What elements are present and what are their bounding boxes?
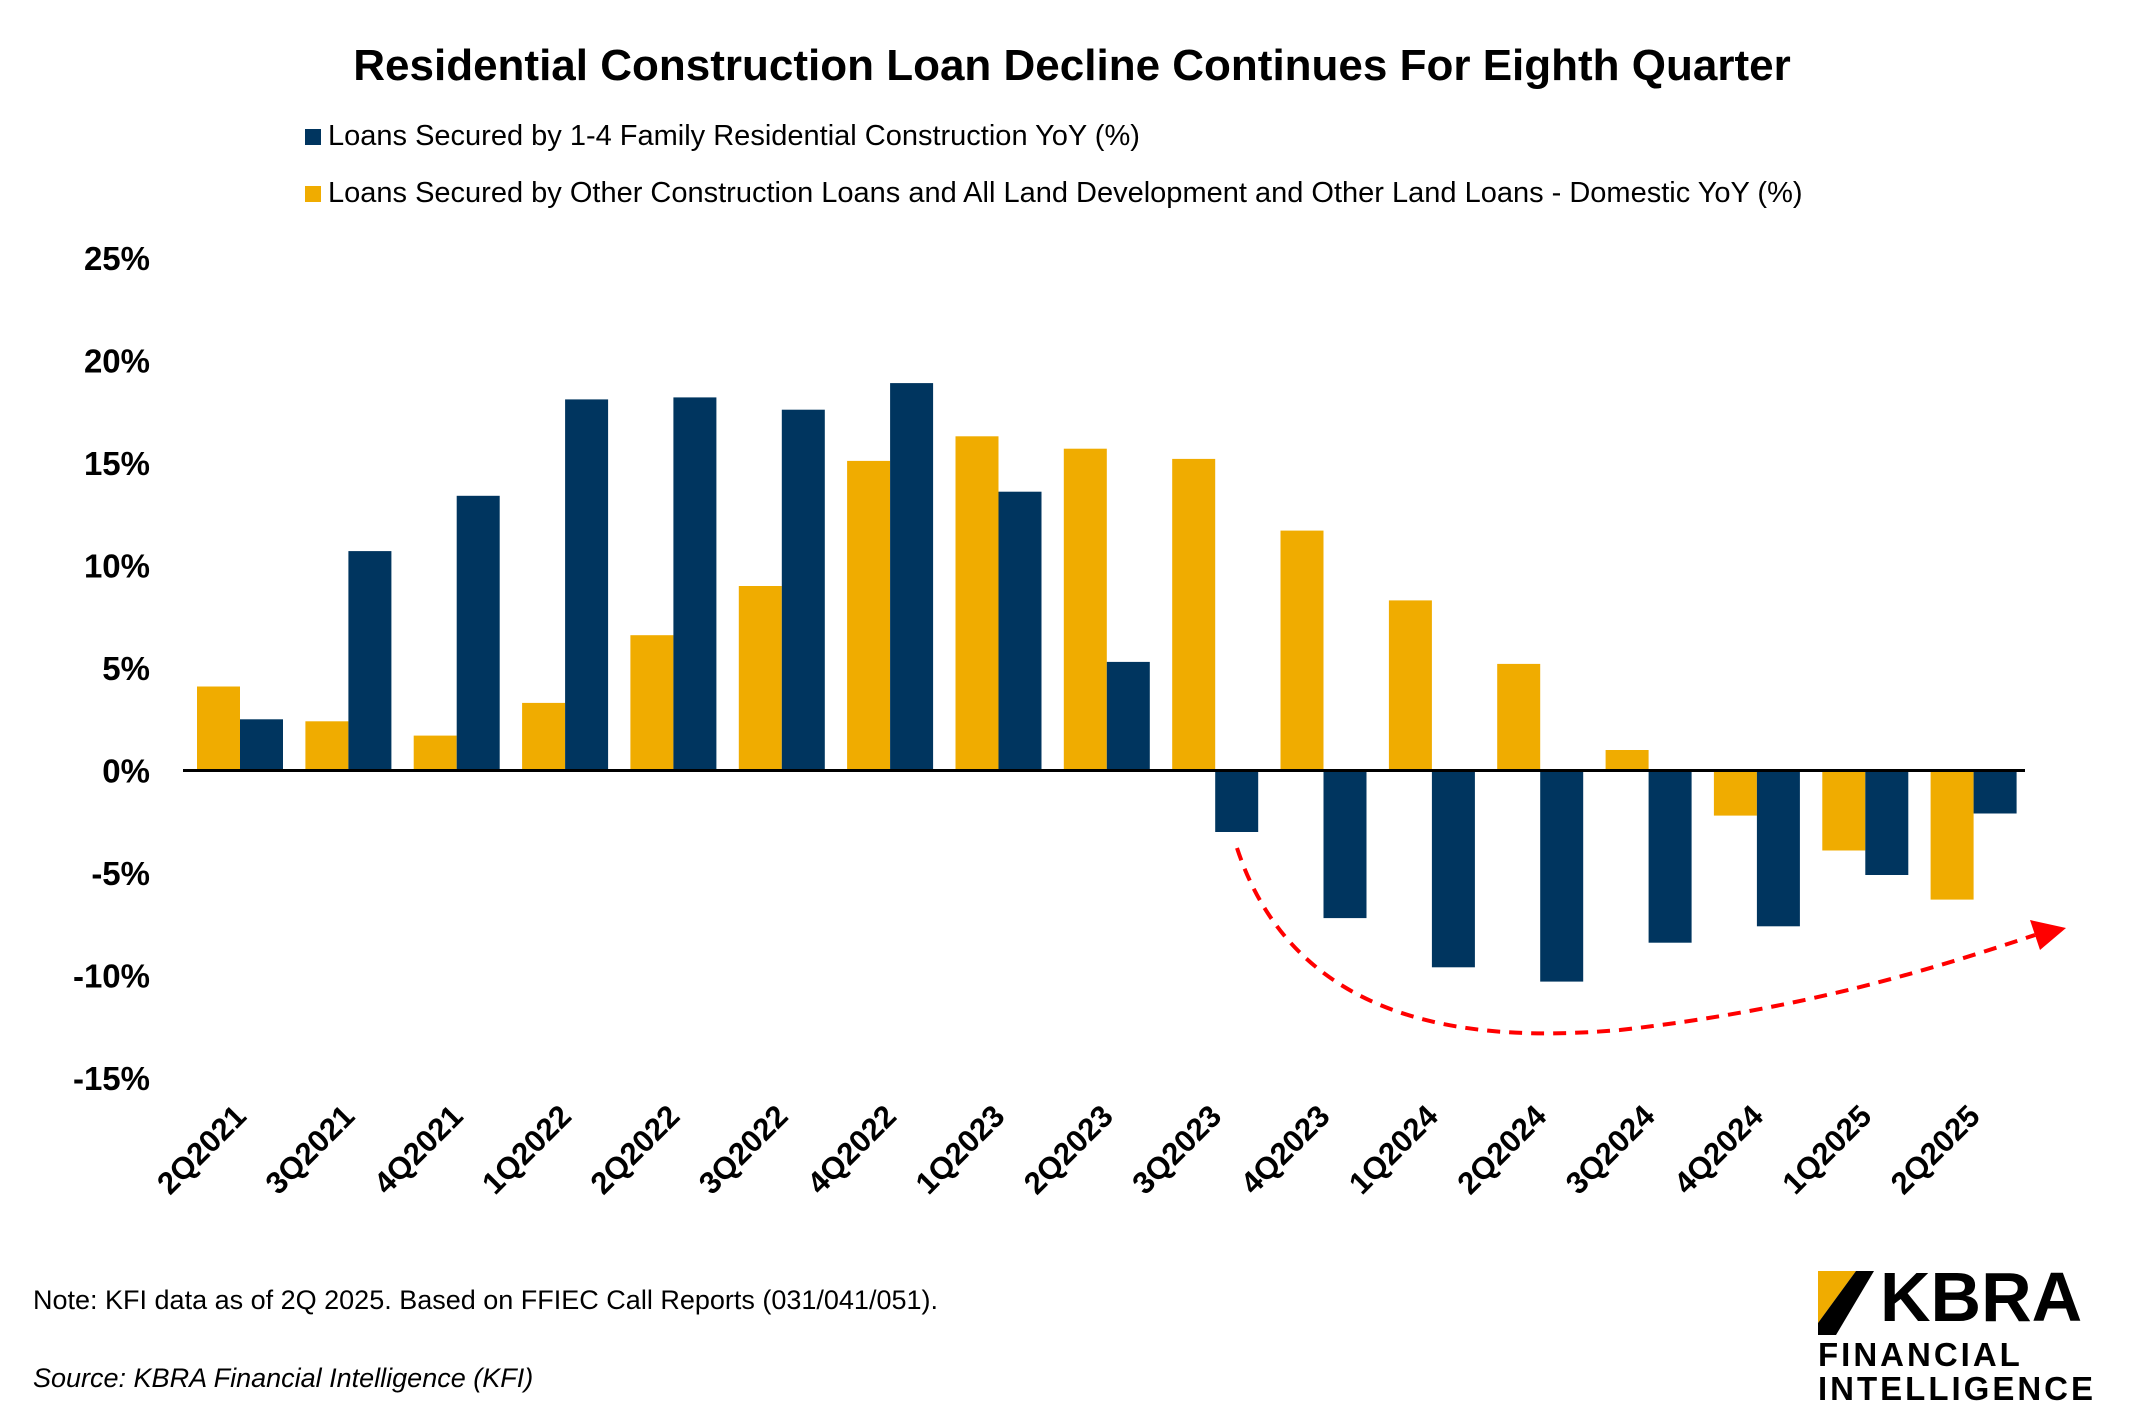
- bar: [305, 721, 349, 771]
- y-tick-label: 0%: [102, 753, 150, 790]
- bar: [1497, 663, 1541, 771]
- x-tick-label: 3Q2024: [1559, 1098, 1662, 1201]
- bar: [630, 635, 674, 771]
- x-tick-label: 1Q2025: [1775, 1098, 1878, 1201]
- bar: [673, 397, 717, 771]
- bar: [1431, 770, 1475, 968]
- bar: [890, 383, 934, 771]
- bar: [1973, 770, 2017, 814]
- x-tick-label: 3Q2023: [1125, 1098, 1228, 1201]
- bar: [781, 409, 825, 771]
- legend-swatch: [305, 129, 321, 145]
- bar: [1388, 600, 1432, 771]
- kbra-logo-mark-icon: [1818, 1271, 1874, 1335]
- bar: [1822, 770, 1866, 851]
- y-tick-label: 10%: [84, 548, 150, 585]
- y-tick-label: -5%: [91, 855, 150, 892]
- logo-line-1: FINANCIAL: [1818, 1336, 2023, 1373]
- x-tick-label: 2Q2023: [1017, 1098, 1120, 1201]
- bar: [1280, 530, 1324, 771]
- trend-arrow: [1235, 847, 2066, 1036]
- bar: [197, 686, 240, 771]
- bar: [348, 551, 392, 771]
- bar: [1063, 448, 1107, 771]
- x-tick-label: 1Q2023: [909, 1098, 1012, 1201]
- bar: [240, 719, 283, 771]
- bar: [1172, 458, 1216, 771]
- y-tick-label: 5%: [102, 650, 150, 687]
- bar: [1756, 770, 1800, 927]
- legend-label: Loans Secured by 1-4 Family Residential …: [328, 120, 1140, 152]
- x-axis: 2Q2021 3Q2021 4Q2021 1Q2022 2Q2022 3Q2022 4Q20…: [150, 1098, 1986, 1201]
- bar: [998, 491, 1042, 771]
- bar: [413, 735, 457, 771]
- y-tick-label: 25%: [84, 240, 150, 277]
- x-tick-label: 3Q2021: [259, 1098, 362, 1201]
- logo-line-2: INTELLIGENCE: [1818, 1370, 2097, 1407]
- bar: [1930, 770, 1974, 900]
- bar: [1323, 770, 1367, 919]
- legend-label: Loans Secured by Other Construction Loan…: [328, 177, 1803, 209]
- y-tick-label: 15%: [84, 445, 150, 482]
- kbra-logo: KBRA FINANCIAL INTELLIGENCE: [1818, 1258, 2138, 1415]
- y-axis: 25% 20% 15% 10% 5% 0% -5% -10% -15%: [73, 240, 150, 1097]
- footer-source: Source: KBRA Financial Intelligence (KFI…: [33, 1363, 534, 1393]
- x-tick-label: 2Q2022: [584, 1098, 687, 1201]
- bar: [955, 436, 999, 771]
- bar: [847, 460, 891, 771]
- y-tick-label: 20%: [84, 343, 150, 380]
- logo-wordmark: KBRA: [1880, 1258, 2083, 1336]
- x-tick-label: 4Q2023: [1234, 1098, 1337, 1201]
- y-tick-label: -10%: [73, 958, 150, 995]
- x-tick-label: 2Q2025: [1884, 1098, 1987, 1201]
- bar: [456, 495, 500, 771]
- x-tick-label: 3Q2022: [692, 1098, 795, 1201]
- x-tick-label: 4Q2024: [1667, 1098, 1770, 1201]
- bar: [1106, 661, 1150, 771]
- x-tick-label: 2Q2024: [1450, 1098, 1553, 1201]
- x-tick-label: 1Q2024: [1342, 1098, 1445, 1201]
- x-tick-label: 4Q2021: [367, 1098, 470, 1201]
- bar: [1215, 770, 1259, 832]
- bar: [1540, 770, 1584, 982]
- bar: [1648, 770, 1692, 943]
- bar: [565, 399, 609, 771]
- bars: [197, 383, 2017, 982]
- legend: Loans Secured by 1-4 Family Residential …: [305, 120, 1803, 209]
- footer-note: Note: KFI data as of 2Q 2025. Based on F…: [33, 1285, 938, 1315]
- bar: [522, 702, 566, 771]
- legend-swatch: [305, 186, 321, 202]
- chart-title: Residential Construction Loan Decline Co…: [353, 41, 1790, 90]
- bar: [1605, 750, 1649, 771]
- bar: [1865, 770, 1909, 875]
- y-tick-label: -15%: [73, 1060, 150, 1097]
- x-tick-label: 1Q2022: [475, 1098, 578, 1201]
- x-tick-label: 4Q2022: [800, 1098, 903, 1201]
- x-tick-label: 2Q2021: [150, 1098, 253, 1201]
- bar: [1713, 770, 1757, 816]
- bar: [738, 586, 782, 771]
